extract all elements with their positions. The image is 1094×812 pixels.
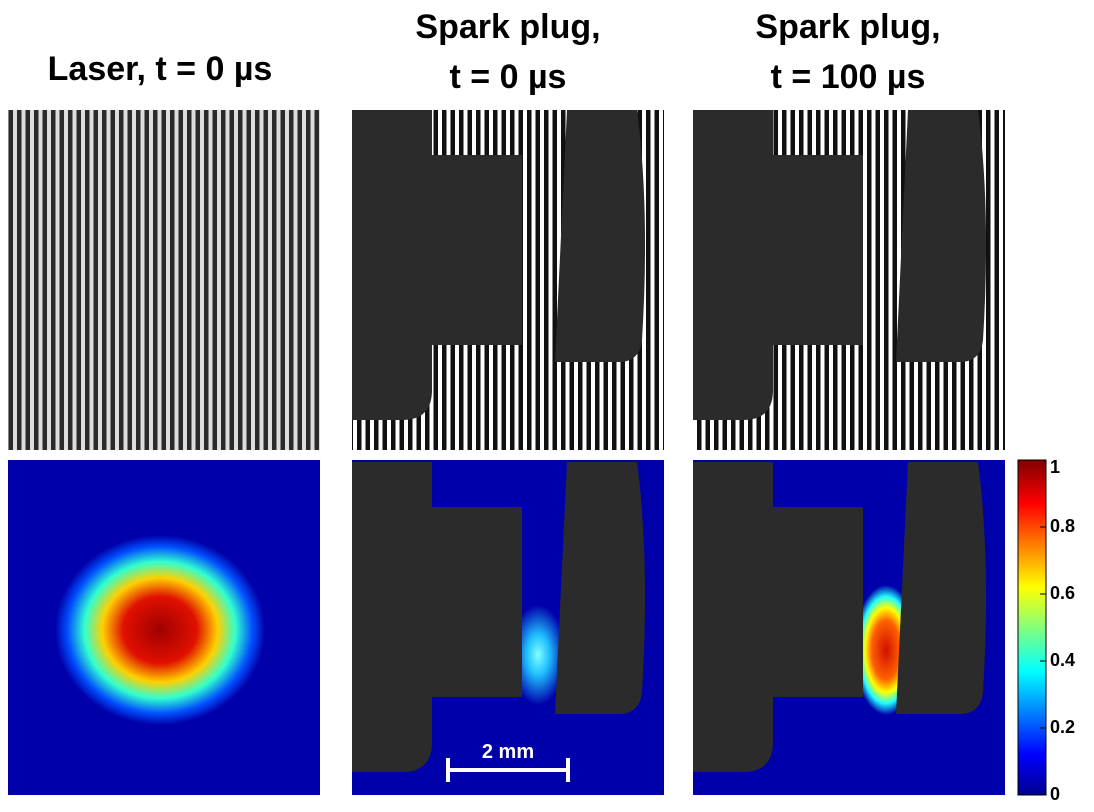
intensity-map [352, 460, 664, 795]
colorbar-tick-label: 0 [1050, 784, 1060, 804]
interferogram [693, 110, 1005, 450]
colorbar-tick-label: 0.4 [1050, 650, 1075, 670]
column-title: Spark plug, [755, 8, 940, 46]
interferogram [352, 110, 664, 450]
intensity-map [693, 460, 1005, 795]
colorbar-tick-label: 0.8 [1050, 516, 1075, 536]
colorbar-tick-label: 0.6 [1050, 583, 1075, 603]
column-title: t = 0 µs [450, 58, 567, 96]
interferogram [8, 110, 320, 450]
column-title: t = 100 µs [771, 58, 926, 96]
scale-bar: 2 mm [446, 741, 570, 782]
scale-bar-label: 2 mm [482, 741, 534, 763]
colorbar-tick-label: 1 [1050, 457, 1060, 477]
column-title: Spark plug, [415, 8, 600, 46]
column-title: Laser, t = 0 µs [48, 50, 273, 88]
intensity-map [8, 460, 320, 795]
colorbar [1017, 459, 1047, 796]
colorbar-tick-label: 0.2 [1050, 717, 1075, 737]
